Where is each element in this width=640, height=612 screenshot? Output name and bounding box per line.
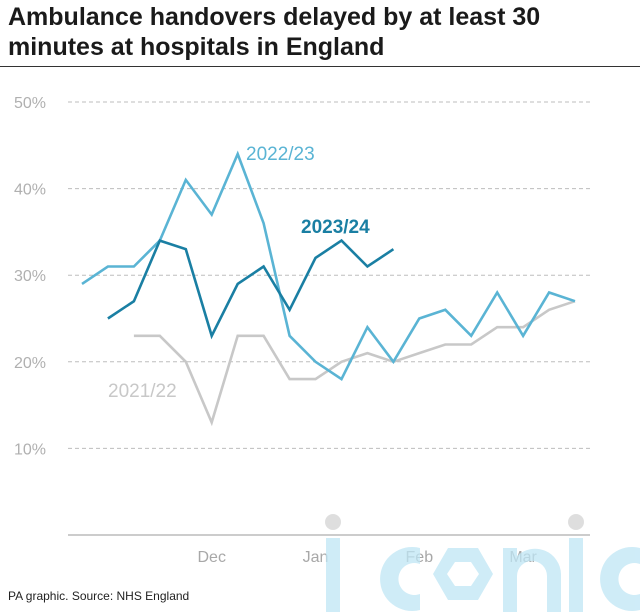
y-tick-label: 40%	[14, 182, 46, 199]
source-note: PA graphic. Source: NHS England	[8, 589, 190, 603]
x-tick-label-mar: Mar	[509, 549, 537, 566]
series-label-2021-22: 2021/22	[108, 381, 177, 402]
x-tick-label-dec: Dec	[198, 549, 226, 566]
chart-title: Ambulance handovers delayed by at least …	[8, 3, 541, 61]
series-lines	[81, 150, 576, 427]
x-tick-label-jan: Jan	[303, 549, 329, 566]
title-divider	[0, 66, 640, 67]
y-tick-label: 30%	[14, 268, 46, 285]
gridlines	[68, 101, 590, 449]
x-tick-label-feb: Feb	[406, 549, 434, 566]
axes: 10% 20% 30% 40% 50% Dec Jan Feb Mar	[14, 95, 590, 566]
series-line-2023-24	[107, 238, 395, 340]
series-line-2021-22	[133, 299, 576, 427]
y-tick-label: 20%	[14, 355, 46, 372]
series-line-2022-23	[81, 150, 576, 381]
y-tick-label: 50%	[14, 95, 46, 112]
series-labels: 2021/22 2022/23 2023/24	[108, 144, 370, 402]
series-label-2022-23: 2022/23	[246, 144, 315, 165]
series-label-2023-24: 2023/24	[301, 217, 370, 238]
y-tick-label: 10%	[14, 441, 46, 458]
